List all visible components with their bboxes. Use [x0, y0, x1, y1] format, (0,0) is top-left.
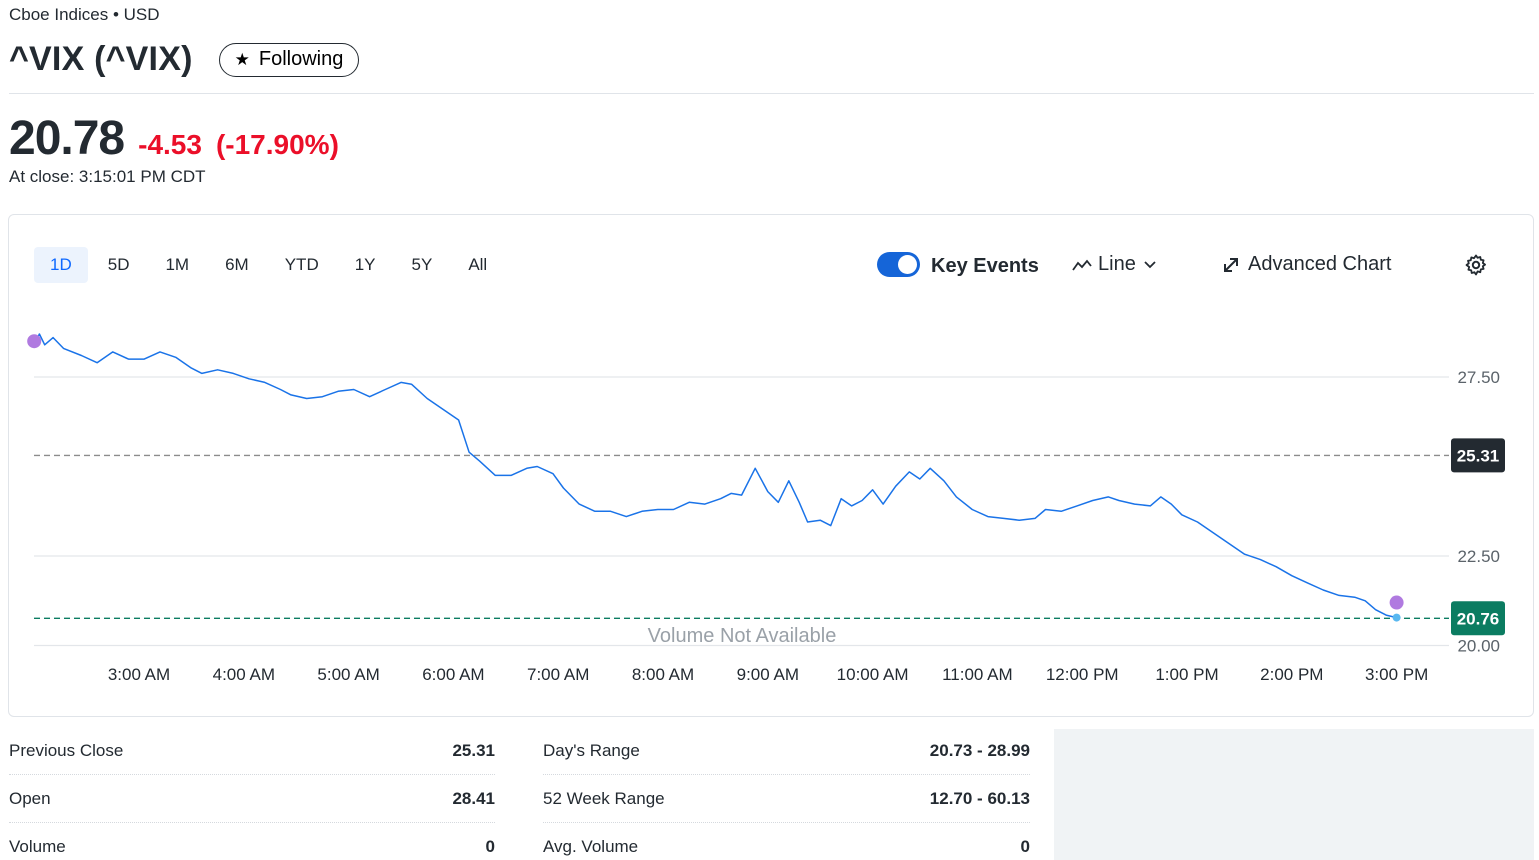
- x-tick-label: 10:00 AM: [837, 665, 909, 684]
- event-marker: [1389, 595, 1404, 610]
- gear-icon[interactable]: [1464, 253, 1488, 277]
- range-tab-1d[interactable]: 1D: [34, 247, 88, 283]
- quote-price-row: 20.78 -4.53 (-17.90%): [9, 111, 339, 166]
- stat-value: 0: [1020, 836, 1030, 856]
- chevron-down-icon: [1144, 260, 1156, 268]
- exchange-label: Cboe Indices • USD: [9, 5, 160, 24]
- last-price-badge: [1451, 601, 1505, 636]
- chart-type-select[interactable]: Line: [1072, 253, 1156, 276]
- stat-value: 28.41: [452, 788, 495, 808]
- stat-label: Previous Close: [9, 740, 124, 760]
- x-tick-label: 5:00 AM: [317, 665, 379, 684]
- header-divider: [9, 93, 1534, 94]
- x-tick-label: 2:00 PM: [1260, 665, 1323, 684]
- star-icon: ★: [234, 49, 250, 69]
- following-label: Following: [258, 48, 344, 70]
- stat-row: 52 Week Range 12.70 - 60.13: [543, 775, 1030, 823]
- stat-row: Day's Range 20.73 - 28.99: [543, 727, 1030, 775]
- expand-icon: [1224, 257, 1238, 272]
- x-tick-label: 12:00 PM: [1046, 665, 1119, 684]
- previous-close-badge: [1451, 438, 1505, 473]
- advanced-chart-label: Advanced Chart: [1248, 253, 1392, 275]
- title-row: ^VIX (^VIX) ★ Following: [9, 40, 360, 79]
- stat-value: 20.73 - 28.99: [929, 740, 1030, 760]
- stat-row: Open 28.41: [9, 775, 495, 823]
- range-tab-ytd[interactable]: YTD: [284, 255, 319, 274]
- stat-row: Previous Close 25.31: [9, 727, 495, 775]
- event-marker: [27, 334, 42, 349]
- last-price-badge-text: 20.76: [1457, 609, 1500, 628]
- range-tab-6m[interactable]: 6M: [225, 255, 249, 274]
- price-change-percent: (-17.90%): [215, 129, 339, 160]
- y-tick-label: 22.50: [1457, 547, 1500, 566]
- y-tick-label: 20.00: [1457, 637, 1500, 656]
- stat-label: Open: [9, 788, 51, 808]
- key-events-label: Key Events: [931, 255, 1039, 277]
- x-tick-label: 6:00 AM: [422, 665, 484, 684]
- stat-row: Volume 0: [9, 823, 495, 860]
- range-tab-1m[interactable]: 1M: [165, 255, 190, 274]
- stat-label: Day's Range: [543, 740, 640, 760]
- x-tick-label: 9:00 AM: [737, 665, 799, 684]
- stat-label: Volume: [9, 836, 66, 856]
- stat-label: Avg. Volume: [543, 836, 639, 856]
- last-point-dot: [1392, 613, 1401, 622]
- ticker-title: ^VIX (^VIX): [9, 40, 193, 78]
- toggle-knob: [898, 255, 917, 274]
- stat-label: 52 Week Range: [543, 788, 665, 808]
- x-tick-label: 1:00 PM: [1155, 665, 1218, 684]
- price-line: [33, 333, 1397, 619]
- key-events-toggle[interactable]: [877, 252, 920, 277]
- x-tick-label: 3:00 AM: [108, 665, 170, 684]
- ad-placeholder: [1054, 729, 1534, 860]
- previous-close-badge-text: 25.31: [1457, 446, 1500, 465]
- advanced-chart-button[interactable]: Advanced Chart: [1222, 253, 1391, 276]
- x-tick-label: 7:00 AM: [527, 665, 589, 684]
- x-tick-label: 11:00 AM: [942, 665, 1013, 684]
- chart-type-label: Line: [1098, 253, 1136, 275]
- x-tick-label: 3:00 PM: [1365, 665, 1428, 684]
- following-button[interactable]: ★ Following: [218, 42, 360, 77]
- range-tab-5y[interactable]: 5Y: [411, 255, 433, 274]
- stat-value: 0: [485, 836, 495, 856]
- chart-card: 1D 5D 1M 6M YTD 1Y 5Y All Key Events Line Advan…: [8, 214, 1534, 717]
- stat-row: Avg. Volume 0: [543, 823, 1030, 860]
- range-tab-all[interactable]: All: [468, 255, 488, 274]
- stat-value: 25.31: [452, 740, 495, 760]
- y-tick-label: 27.50: [1457, 368, 1500, 387]
- price-change: -4.53: [138, 129, 202, 160]
- x-tick-label: 4:00 AM: [213, 665, 275, 684]
- line-chart-icon: [1072, 259, 1092, 271]
- close-time: At close: 3:15:01 PM CDT: [9, 167, 206, 186]
- volume-note: Volume Not Available: [648, 625, 837, 647]
- last-price: 20.78: [9, 112, 125, 165]
- range-tab-5d[interactable]: 5D: [107, 255, 130, 274]
- stat-value: 12.70 - 60.13: [929, 788, 1030, 808]
- range-tab-1y[interactable]: 1Y: [354, 255, 376, 274]
- price-chart[interactable]: 27.50 22.50 20.00 25.31 20.76 Volume Not Avai…: [9, 215, 1533, 716]
- range-tabs: 1D 5D 1M 6M YTD 1Y 5Y All: [34, 247, 507, 283]
- x-tick-label: 8:00 AM: [632, 665, 694, 684]
